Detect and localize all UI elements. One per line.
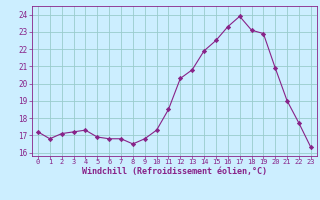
X-axis label: Windchill (Refroidissement éolien,°C): Windchill (Refroidissement éolien,°C) — [82, 167, 267, 176]
